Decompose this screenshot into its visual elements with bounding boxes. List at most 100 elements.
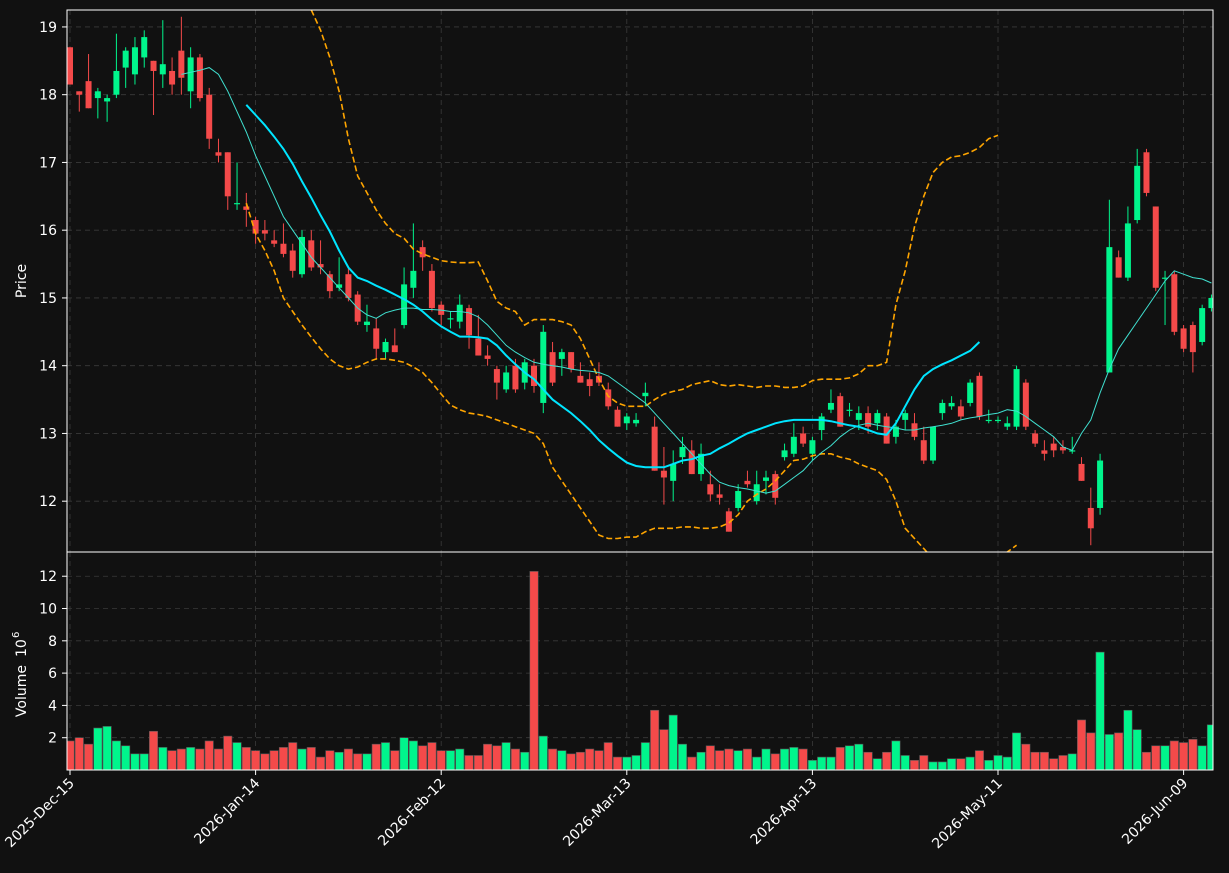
volume-bar xyxy=(1067,753,1077,770)
candle-body xyxy=(688,450,695,475)
candle-body xyxy=(540,331,547,403)
volume-bar xyxy=(733,750,743,770)
volume-bar xyxy=(223,735,233,770)
candle-body xyxy=(902,413,909,420)
candle-body xyxy=(363,321,370,326)
volume-bar xyxy=(1123,709,1133,770)
volume-bar xyxy=(752,756,762,770)
candle-body xyxy=(76,91,83,95)
volume-bar xyxy=(473,755,483,770)
volume-bar xyxy=(668,714,678,770)
volume-bar xyxy=(928,761,938,770)
candle-body xyxy=(1078,463,1085,481)
candle-body xyxy=(874,413,881,424)
price-tick-label: 19 xyxy=(39,20,57,36)
volume-bar xyxy=(213,748,223,770)
candle-body xyxy=(790,436,797,454)
candle-body xyxy=(1162,277,1169,279)
volume-bar xyxy=(186,747,196,770)
candle-body xyxy=(892,426,899,437)
candle-body xyxy=(725,511,732,532)
candle-body xyxy=(178,50,185,78)
candle-body xyxy=(271,240,278,244)
candle-body xyxy=(855,413,862,420)
price-y-axis-label: Price xyxy=(14,264,30,298)
candle-body xyxy=(800,433,807,444)
candle-body xyxy=(763,477,769,481)
volume-bar xyxy=(204,740,214,770)
volume-bar xyxy=(640,742,650,770)
volume-bar xyxy=(343,748,353,770)
candle-body xyxy=(419,247,426,258)
volume-bar xyxy=(956,758,966,770)
volume-bar xyxy=(102,726,112,770)
candles xyxy=(67,16,1213,546)
volume-bar xyxy=(984,760,994,770)
volume-bar xyxy=(947,758,957,770)
volume-bar xyxy=(381,742,391,770)
volume-bar xyxy=(427,742,437,770)
volume-bar xyxy=(826,756,836,770)
volume-bar xyxy=(900,755,910,770)
volume-bar xyxy=(715,750,725,770)
price-grid xyxy=(67,10,1213,552)
price-tick-label: 18 xyxy=(39,88,57,104)
volume-bar xyxy=(705,745,715,770)
candle-body xyxy=(512,365,519,390)
volume-bar xyxy=(789,747,799,770)
candle-body xyxy=(122,50,129,68)
price-tick-label: 14 xyxy=(39,359,57,375)
candle-body xyxy=(280,243,287,254)
candle-body xyxy=(1199,308,1206,342)
candle-body xyxy=(1106,247,1113,373)
volume-bar xyxy=(418,745,428,770)
candle-body xyxy=(1115,257,1122,278)
candle-body xyxy=(169,70,176,85)
candle-body xyxy=(373,328,380,349)
candle-body xyxy=(976,375,983,417)
candle-body xyxy=(633,419,640,424)
candle-body xyxy=(234,203,241,205)
candle-body xyxy=(503,372,510,390)
volume-bar xyxy=(510,748,520,770)
volume-bar xyxy=(993,755,1003,770)
volume-bar xyxy=(93,727,103,770)
price-y-ticks: 12 13 14 15 16 17 18 19 xyxy=(39,20,67,510)
volume-bar xyxy=(538,735,548,770)
volume-panel: 2 4 6 8 10 12 Volume 10 6 xyxy=(11,552,1213,770)
volume-bar xyxy=(1058,755,1068,770)
candle-body xyxy=(382,341,389,353)
volume-bar xyxy=(139,753,149,770)
volume-bar xyxy=(1197,745,1207,770)
candle-body xyxy=(679,446,686,458)
lower-band-line xyxy=(245,202,1018,552)
candle-body xyxy=(493,369,500,383)
volume-bar xyxy=(1030,751,1040,770)
volume-y-axis-label: Volume xyxy=(14,665,30,717)
candle-body xyxy=(1032,433,1039,444)
candle-body xyxy=(261,230,268,234)
candle-body xyxy=(827,402,834,410)
candle-body xyxy=(948,402,955,407)
volume-bar xyxy=(251,750,261,770)
volume-bar xyxy=(390,750,400,770)
volume-bar xyxy=(1086,732,1096,770)
candle-body xyxy=(577,375,584,383)
candle-body xyxy=(809,440,816,454)
candle-body xyxy=(549,352,556,383)
candle-body xyxy=(131,47,138,75)
volume-bar xyxy=(909,760,919,770)
candle-body xyxy=(623,416,630,424)
volume-bar xyxy=(557,750,567,770)
candle-body xyxy=(159,64,166,75)
price-tick-label: 15 xyxy=(39,291,57,307)
candle-body xyxy=(243,206,250,210)
volume-bar xyxy=(111,740,121,770)
candle-body xyxy=(670,463,677,481)
volume-bar xyxy=(371,743,381,770)
volume-bar xyxy=(845,745,855,770)
volume-bar xyxy=(548,748,558,770)
volume-bar xyxy=(1151,745,1161,770)
volume-bar xyxy=(1002,756,1012,770)
